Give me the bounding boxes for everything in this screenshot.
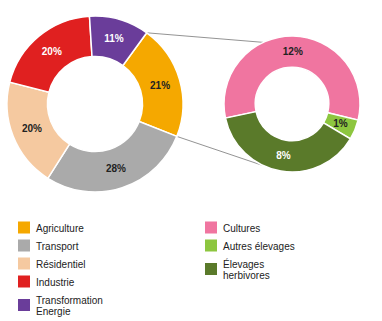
legend-label: Élevagesherbivores [223, 257, 270, 280]
legend-label: Cultures [223, 222, 260, 233]
legend-label: TransformationEnergie [36, 294, 103, 316]
legend-swatch [205, 240, 217, 252]
donut-slice [48, 121, 177, 192]
legend-swatch [18, 222, 30, 234]
donut-slice [7, 82, 70, 178]
data-label: 21% [150, 80, 170, 91]
data-label: 20% [22, 123, 42, 134]
donut-slice [225, 112, 350, 172]
legend-label: Agriculture [36, 222, 84, 233]
data-label: 11% [104, 33, 124, 44]
legend-swatch [18, 240, 30, 252]
data-label: 8% [276, 150, 291, 161]
donut [7, 16, 183, 192]
donut-slice [224, 36, 360, 120]
data-label: 12% [283, 46, 303, 57]
donut-slice [89, 16, 146, 66]
data-label: 20% [42, 46, 62, 57]
legend-label: Autres élevages [223, 240, 295, 251]
legend-swatch [18, 258, 30, 270]
legend-label: Industrie [36, 276, 75, 287]
legend-swatch [18, 276, 30, 288]
data-labels: 21% 28% 20% 20% 11% [22, 33, 170, 174]
data-labels: 12% 1% 8% [276, 46, 348, 161]
connector-line [147, 33, 264, 43]
data-label: 1% [333, 118, 348, 129]
legend-label: Résidentiel [36, 258, 85, 269]
donut-slice [10, 16, 92, 92]
chart: 21% 28% 20% 20% 11% Agriculture Transport Résid… [0, 0, 382, 321]
legend-swatch [18, 299, 30, 311]
data-label: 28% [106, 163, 126, 174]
legend-swatch [205, 222, 217, 234]
legend-label: Transport [36, 240, 79, 251]
legend: Cultures Autres élevages Élevagesherbivore… [205, 222, 295, 281]
donut [224, 36, 360, 172]
legend: Agriculture Transport Résidentiel Industrie… [18, 222, 103, 317]
legend-swatch [205, 263, 217, 275]
